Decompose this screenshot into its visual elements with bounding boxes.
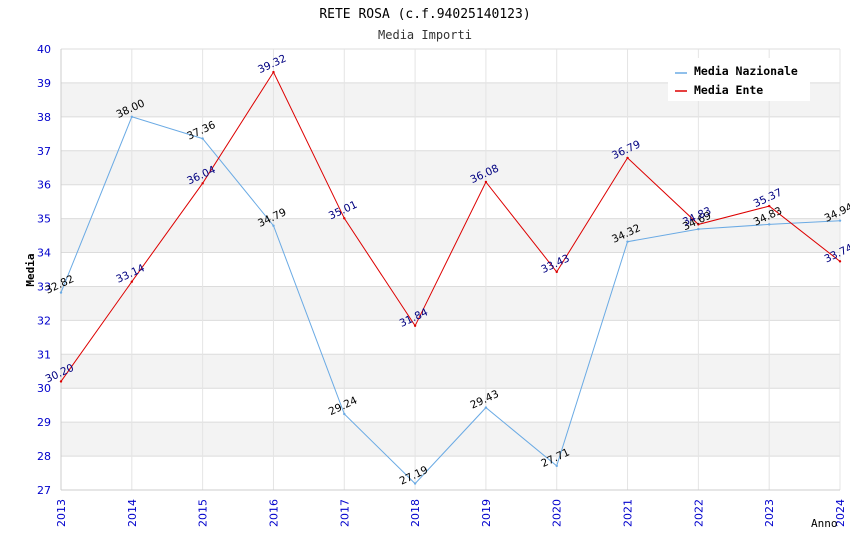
chart-subtitle: Media Importi: [378, 28, 472, 42]
x-tick-label: 2024: [834, 499, 847, 527]
series-line-media-nazionale: [60, 116, 841, 485]
data-point: [626, 156, 629, 160]
data-point: [838, 219, 842, 222]
axes: 27 28 29 30 31 32 33 34 35 36 37 38 39 40 2013 2014 2015…: [37, 43, 847, 527]
data-point: [626, 240, 629, 243]
legend-label-media-ente: Media Ente: [694, 83, 763, 97]
x-tick-label: 2023: [763, 499, 776, 527]
data-point: [272, 224, 275, 227]
x-tick-label: 2018: [409, 499, 422, 527]
data-point: [413, 324, 417, 328]
y-tick-label: 31: [37, 348, 51, 361]
y-tick-label: 27: [37, 484, 51, 497]
data-point: [697, 223, 700, 226]
y-tick-label: 37: [37, 145, 51, 158]
y-tick-label: 32: [37, 314, 51, 327]
y-tick-label: 29: [37, 416, 51, 429]
plot-band: [61, 354, 840, 389]
x-tick-label: 2013: [55, 499, 68, 527]
x-tick-label: 2017: [338, 499, 351, 527]
data-point: [484, 180, 488, 184]
y-tick-label: 30: [37, 382, 51, 395]
y-tick-label: 34: [37, 247, 51, 260]
plot-band: [61, 116, 840, 151]
plot-band: [61, 456, 840, 490]
data-point: [484, 406, 488, 409]
legend: Media Nazionale Media Ente: [668, 58, 810, 101]
data-point: [59, 380, 63, 383]
y-tick-label: 35: [37, 213, 51, 226]
series-line-media-ente: [60, 71, 841, 382]
legend-box: [668, 58, 810, 101]
plot-band: [61, 218, 840, 253]
plot-band: [61, 422, 840, 457]
plot-band: [61, 252, 840, 287]
data-point: [555, 464, 558, 468]
data-point: [201, 182, 204, 185]
x-tick-label: 2014: [126, 499, 139, 527]
y-tick-label: 40: [37, 43, 51, 56]
data-point: [413, 482, 417, 485]
data-point: [697, 227, 700, 231]
plot-band: [61, 286, 840, 321]
x-tick-label: 2021: [622, 499, 635, 527]
plot-band: [61, 184, 840, 219]
data-point: [838, 260, 842, 263]
series-lines: [59, 70, 842, 485]
y-tick-label: 36: [37, 179, 51, 192]
data-point: [767, 204, 771, 208]
data-point: [272, 70, 275, 74]
chart-title: RETE ROSA (c.f.94025140123): [319, 7, 530, 22]
x-tick-label: 2019: [480, 499, 493, 527]
y-axis-label: Media: [24, 253, 37, 286]
plot-band: [61, 150, 840, 185]
x-tick-label: 2016: [267, 499, 280, 527]
x-tick-label: 2020: [551, 499, 564, 527]
y-tick-label: 28: [37, 450, 51, 463]
plot-bands: [61, 49, 840, 490]
data-point: [343, 412, 346, 416]
y-tick-label: 33: [37, 280, 51, 293]
x-tick-label: 2022: [692, 499, 705, 527]
data-point: [201, 137, 204, 140]
x-tick-label: 2015: [197, 499, 210, 527]
data-point: [555, 270, 558, 274]
x-axis-label: Anno: [811, 517, 838, 530]
y-tick-label: 39: [37, 77, 51, 90]
data-point: [343, 217, 346, 220]
y-tick-label: 38: [37, 111, 51, 124]
data-point: [130, 115, 134, 119]
data-point: [767, 223, 771, 226]
gridlines: [60, 48, 841, 491]
data-point: [130, 280, 134, 283]
legend-label-media-nazionale: Media Nazionale: [694, 64, 798, 78]
data-point: [59, 291, 63, 294]
plot-band: [61, 388, 840, 423]
plot-band: [61, 320, 840, 355]
